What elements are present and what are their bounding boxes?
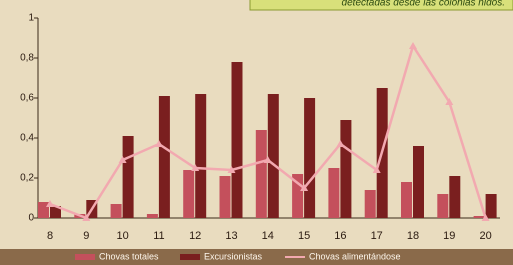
bar: [38, 202, 49, 218]
bar: [437, 194, 448, 218]
y-tick-label: 0,2: [20, 173, 34, 184]
bar: [123, 136, 134, 218]
legend-swatch: [75, 254, 95, 260]
bar: [304, 98, 315, 218]
x-tick-label: 16: [334, 230, 346, 242]
y-tick-label: 0,6: [20, 93, 34, 104]
x-tick-label: 12: [189, 230, 201, 242]
bar: [232, 62, 243, 218]
y-tick-label: 1: [28, 13, 34, 24]
x-tick-label: 9: [83, 230, 89, 242]
legend-swatch: [180, 254, 200, 260]
x-tick-label: 8: [47, 230, 53, 242]
bar: [256, 130, 267, 218]
legend-label: Chovas totales: [99, 251, 159, 261]
bar: [413, 146, 424, 218]
bar: [486, 194, 497, 218]
y-tick-label: 0: [28, 213, 34, 224]
x-tick-label: 19: [443, 230, 455, 242]
legend-label: Excursionistas: [204, 251, 263, 261]
bar: [449, 176, 460, 218]
bar: [183, 170, 194, 218]
x-tick-label: 14: [262, 230, 274, 242]
x-tick-label: 10: [116, 230, 128, 242]
bar: [111, 204, 122, 218]
bar: [195, 94, 206, 218]
x-tick-label: 17: [371, 230, 383, 242]
bar: [147, 214, 158, 218]
y-tick-label: 0,4: [20, 133, 34, 144]
x-tick-label: 11: [153, 230, 164, 242]
x-tick-label: 13: [225, 230, 237, 242]
x-tick-label: 20: [479, 230, 491, 242]
bar: [474, 216, 485, 218]
bar: [220, 176, 231, 218]
legend-label: Chovas alimentándose: [309, 251, 401, 261]
chart-title: detectadas desde las colonias nidos.: [342, 0, 505, 9]
bar: [340, 120, 351, 218]
bar: [159, 96, 170, 218]
bar: [268, 94, 279, 218]
bar: [365, 190, 376, 218]
x-tick-label: 15: [298, 230, 310, 242]
x-tick-label: 18: [407, 230, 419, 242]
bar: [401, 182, 412, 218]
bar: [328, 168, 339, 218]
y-tick-label: 0,8: [20, 53, 34, 64]
chart: detectadas desde las colonias nidos. 0 0,…: [0, 0, 513, 265]
